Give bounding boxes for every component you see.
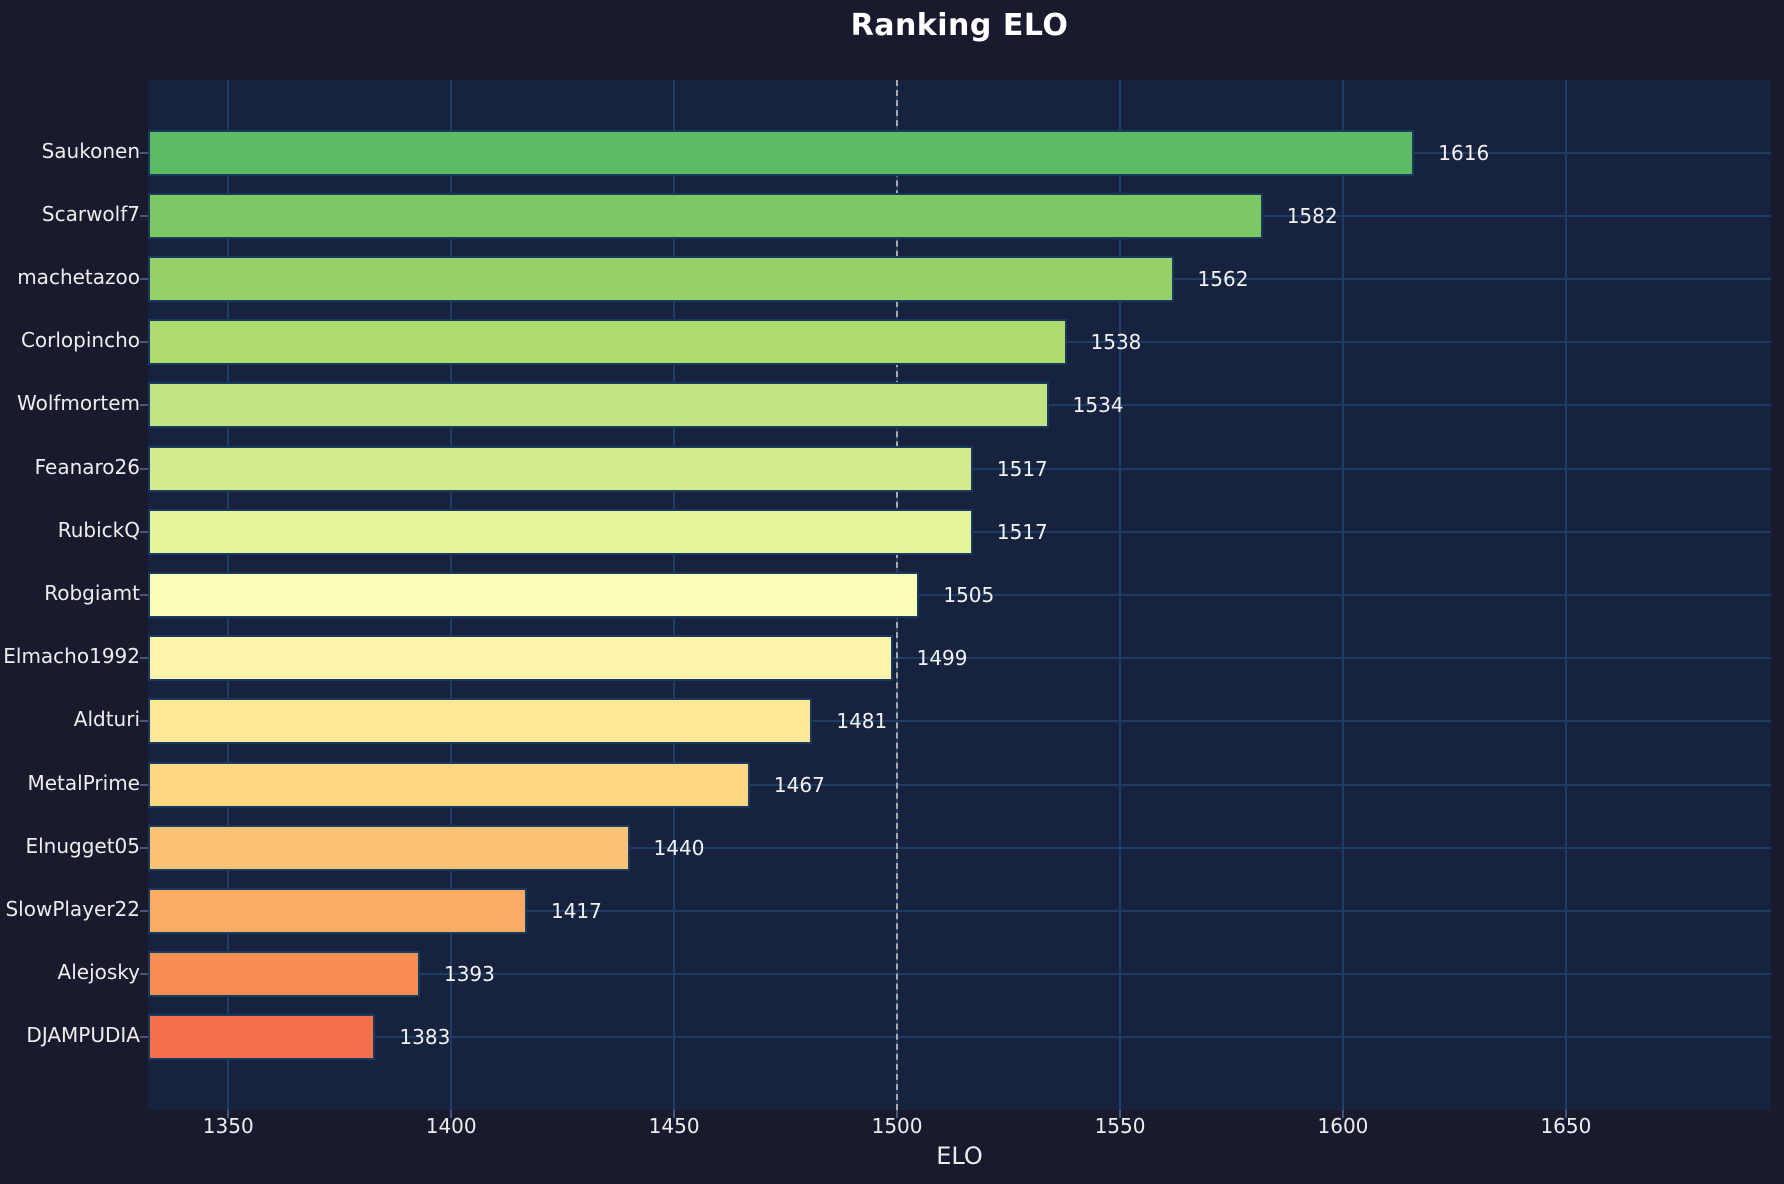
x-tick-mark	[1119, 1110, 1122, 1118]
x-tick-label: 1600	[1317, 1114, 1369, 1138]
x-tick-label: 1550	[1094, 1114, 1146, 1138]
x-tick-label: 1500	[871, 1114, 923, 1138]
x-tick-mark	[1564, 1110, 1567, 1118]
y-tick-mark	[140, 594, 148, 596]
x-axis-title: ELO	[936, 1142, 983, 1170]
bar-value-label: 1440	[653, 835, 705, 860]
y-tick-mark	[140, 657, 148, 660]
y-axis-label: Robgiamt	[44, 581, 140, 605]
bar-value-label: 1534	[1072, 393, 1124, 418]
bar-machetazoo	[148, 256, 1174, 302]
bar-DJAMPUDIA	[148, 1014, 376, 1061]
bar-Robgiamt	[148, 572, 920, 618]
y-axis-label: Feanaro26	[34, 454, 140, 479]
bar-Corlopincho	[148, 319, 1067, 366]
bar-value-label: 1467	[773, 772, 825, 797]
y-tick-mark	[140, 1036, 148, 1039]
y-axis-label: DJAMPUDIA	[26, 1023, 140, 1048]
chart-title: Ranking ELO	[850, 8, 1069, 43]
y-axis-label: SlowPlayer22	[5, 897, 140, 921]
x-tick-mark	[673, 1110, 676, 1118]
y-axis-label: Saukonen	[41, 138, 140, 163]
bar-MetalPrime	[148, 761, 750, 808]
y-tick-mark	[140, 720, 148, 723]
y-tick-mark	[140, 404, 148, 407]
y-axis-label: Elnugget05	[25, 833, 140, 858]
x-tick-mark	[896, 1110, 899, 1118]
y-axis-label: machetazoo	[17, 265, 140, 289]
bar-value-label: 1383	[399, 1025, 451, 1050]
bar-Wolfmortem	[148, 382, 1049, 429]
bar-Scarwolf7	[148, 192, 1263, 239]
y-tick-mark	[140, 151, 148, 154]
bar-value-label: 1582	[1286, 203, 1338, 228]
bar-value-label: 1393	[443, 962, 495, 987]
bar-value-label: 1517	[996, 456, 1048, 481]
y-tick-mark	[140, 214, 148, 217]
y-tick-mark	[140, 341, 148, 344]
bar-value-label: 1517	[996, 519, 1048, 544]
bar-value-label: 1505	[943, 583, 995, 607]
y-tick-mark	[140, 467, 148, 470]
y-axis-label: Corlopincho	[20, 328, 140, 353]
y-tick-mark	[140, 278, 148, 280]
plot-area: 1616 1582 1562 1538 1534 1517 1517 1505 1499 1481…	[148, 80, 1771, 1110]
y-gridline	[148, 910, 1771, 912]
y-gridline	[148, 973, 1771, 976]
x-tick-label: 1650	[1540, 1114, 1592, 1138]
x-tick-label: 1350	[202, 1114, 254, 1138]
y-axis-label: Scarwolf7	[41, 201, 140, 226]
x-tick-label: 1450	[648, 1114, 700, 1138]
bar-Elmacho1992	[148, 635, 893, 682]
y-axis-label: Wolfmortem	[16, 391, 140, 416]
x-tick-mark	[1341, 1110, 1344, 1118]
x-tick-label: 1400	[425, 1114, 477, 1138]
y-axis-label: Aldturi	[73, 707, 140, 732]
x-tick-mark	[227, 1110, 230, 1118]
y-gridline	[148, 1036, 1771, 1039]
bar-Saukonen	[148, 129, 1415, 176]
y-axis-label: Elmacho1992	[3, 644, 140, 669]
y-tick-mark	[140, 530, 148, 533]
bar-value-label: 1562	[1197, 267, 1249, 291]
y-axis-label: RubickQ	[57, 517, 140, 542]
bar-Elnugget05	[148, 824, 630, 871]
y-gridline	[148, 657, 1771, 660]
bar-SlowPlayer22	[148, 888, 527, 934]
bar-value-label: 1417	[550, 899, 602, 923]
y-tick-mark	[140, 910, 148, 912]
bar-Feanaro26	[148, 445, 973, 492]
y-gridline	[148, 720, 1771, 723]
y-tick-mark	[140, 973, 148, 976]
y-axis-label: MetalPrime	[27, 770, 141, 795]
y-gridline	[148, 846, 1771, 849]
y-axis-label: Alejosky	[57, 960, 140, 985]
y-gridline	[148, 783, 1771, 786]
bar-RubickQ	[148, 508, 973, 555]
bar-value-label: 1499	[916, 646, 968, 671]
y-tick-mark	[140, 846, 148, 849]
y-tick-mark	[140, 783, 148, 786]
bar-Alejosky	[148, 951, 420, 998]
bar-value-label: 1538	[1090, 330, 1142, 355]
bar-value-label: 1616	[1438, 140, 1490, 165]
y-gridline	[148, 594, 1771, 596]
bar-Aldturi	[148, 698, 813, 745]
bar-value-label: 1481	[836, 709, 888, 734]
x-tick-mark	[450, 1110, 453, 1118]
